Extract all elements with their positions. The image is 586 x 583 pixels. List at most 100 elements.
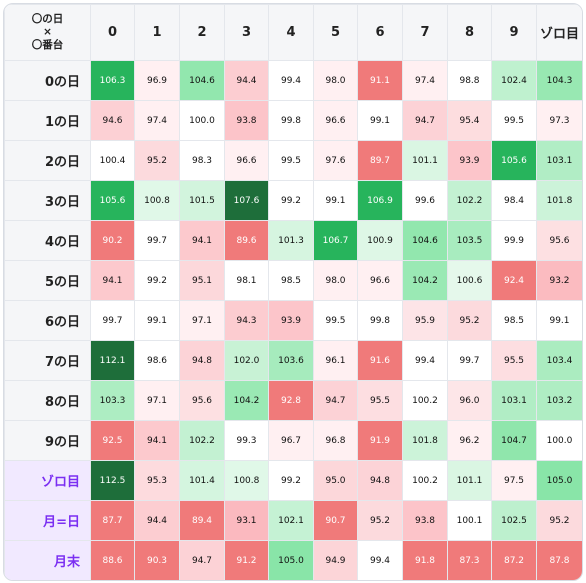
table-cell[interactable]: 96.1 xyxy=(313,340,358,381)
table-cell[interactable]: 91.8 xyxy=(402,540,448,580)
table-cell[interactable]: 96.9 xyxy=(134,60,180,101)
table-cell[interactable]: 99.1 xyxy=(357,100,403,141)
table-cell[interactable]: 100.8 xyxy=(134,180,180,221)
table-cell[interactable]: 96.2 xyxy=(447,420,492,461)
table-cell[interactable]: 99.5 xyxy=(268,140,314,181)
table-cell[interactable]: 112.1 xyxy=(90,340,135,381)
table-cell[interactable]: 102.4 xyxy=(491,60,537,101)
table-cell[interactable]: 100.6 xyxy=(447,260,492,301)
table-cell[interactable]: 95.2 xyxy=(536,500,582,541)
table-cell[interactable]: 95.2 xyxy=(357,500,403,541)
table-cell[interactable]: 100.0 xyxy=(536,420,582,461)
table-cell[interactable]: 94.4 xyxy=(224,60,269,101)
table-cell[interactable]: 94.1 xyxy=(179,220,225,261)
table-cell[interactable]: 98.3 xyxy=(179,140,225,181)
table-cell[interactable]: 98.0 xyxy=(313,260,358,301)
table-cell[interactable]: 93.8 xyxy=(224,100,269,141)
table-cell[interactable]: 101.8 xyxy=(536,180,582,221)
table-cell[interactable]: 93.1 xyxy=(224,500,269,541)
table-cell[interactable]: 99.2 xyxy=(268,180,314,221)
table-cell[interactable]: 97.5 xyxy=(491,460,537,501)
table-cell[interactable]: 99.4 xyxy=(402,340,448,381)
table-cell[interactable]: 105.6 xyxy=(491,140,537,181)
table-cell[interactable]: 104.2 xyxy=(224,380,269,421)
table-cell[interactable]: 104.6 xyxy=(179,60,225,101)
table-cell[interactable]: 97.4 xyxy=(402,60,448,101)
table-cell[interactable]: 98.8 xyxy=(447,60,492,101)
table-cell[interactable]: 95.0 xyxy=(313,460,358,501)
table-cell[interactable]: 96.7 xyxy=(268,420,314,461)
table-cell[interactable]: 104.7 xyxy=(491,420,537,461)
table-cell[interactable]: 103.6 xyxy=(268,340,314,381)
table-cell[interactable]: 100.4 xyxy=(90,140,135,181)
table-cell[interactable]: 95.6 xyxy=(179,380,225,421)
table-cell[interactable]: 103.2 xyxy=(536,380,582,421)
table-cell[interactable]: 104.6 xyxy=(402,220,448,261)
table-cell[interactable]: 94.8 xyxy=(357,460,403,501)
table-cell[interactable]: 94.6 xyxy=(90,100,135,141)
table-cell[interactable]: 103.4 xyxy=(536,340,582,381)
table-cell[interactable]: 91.1 xyxy=(357,60,403,101)
table-cell[interactable]: 98.0 xyxy=(313,60,358,101)
table-cell[interactable]: 103.1 xyxy=(491,380,537,421)
table-cell[interactable]: 92.8 xyxy=(268,380,314,421)
table-cell[interactable]: 94.1 xyxy=(134,420,180,461)
table-cell[interactable]: 99.7 xyxy=(90,300,135,341)
table-cell[interactable]: 102.5 xyxy=(491,500,537,541)
table-cell[interactable]: 90.2 xyxy=(90,220,135,261)
table-cell[interactable]: 90.3 xyxy=(134,540,180,580)
table-cell[interactable]: 96.6 xyxy=(357,260,403,301)
table-cell[interactable]: 99.5 xyxy=(313,300,358,341)
table-cell[interactable]: 107.6 xyxy=(224,180,269,221)
table-cell[interactable]: 97.1 xyxy=(179,300,225,341)
table-cell[interactable]: 97.1 xyxy=(134,380,180,421)
table-cell[interactable]: 95.1 xyxy=(179,260,225,301)
table-cell[interactable]: 100.0 xyxy=(179,100,225,141)
table-cell[interactable]: 99.3 xyxy=(224,420,269,461)
table-cell[interactable]: 95.4 xyxy=(447,100,492,141)
table-cell[interactable]: 90.7 xyxy=(313,500,358,541)
table-cell[interactable]: 89.6 xyxy=(224,220,269,261)
table-cell[interactable]: 104.3 xyxy=(536,60,582,101)
table-cell[interactable]: 95.2 xyxy=(134,140,180,181)
table-cell[interactable]: 105.0 xyxy=(536,460,582,501)
table-cell[interactable]: 87.3 xyxy=(447,540,492,580)
table-cell[interactable]: 92.5 xyxy=(90,420,135,461)
table-cell[interactable]: 101.8 xyxy=(402,420,448,461)
table-cell[interactable]: 94.9 xyxy=(313,540,358,580)
table-cell[interactable]: 102.0 xyxy=(224,340,269,381)
table-cell[interactable]: 99.5 xyxy=(491,100,537,141)
table-cell[interactable]: 95.6 xyxy=(536,220,582,261)
table-cell[interactable]: 93.2 xyxy=(536,260,582,301)
table-cell[interactable]: 87.8 xyxy=(536,540,582,580)
table-cell[interactable]: 99.7 xyxy=(134,220,180,261)
table-cell[interactable]: 101.4 xyxy=(179,460,225,501)
table-cell[interactable]: 105.0 xyxy=(268,540,314,580)
table-cell[interactable]: 103.5 xyxy=(447,220,492,261)
table-cell[interactable]: 104.2 xyxy=(402,260,448,301)
table-cell[interactable]: 96.0 xyxy=(447,380,492,421)
table-cell[interactable]: 94.1 xyxy=(90,260,135,301)
table-cell[interactable]: 91.6 xyxy=(357,340,403,381)
table-cell[interactable]: 95.5 xyxy=(491,340,537,381)
table-cell[interactable]: 101.5 xyxy=(179,180,225,221)
table-cell[interactable]: 100.9 xyxy=(357,220,403,261)
table-cell[interactable]: 97.4 xyxy=(134,100,180,141)
table-cell[interactable]: 95.2 xyxy=(447,300,492,341)
table-cell[interactable]: 100.2 xyxy=(402,460,448,501)
table-cell[interactable]: 97.6 xyxy=(313,140,358,181)
table-cell[interactable]: 100.2 xyxy=(402,380,448,421)
table-cell[interactable]: 99.2 xyxy=(134,260,180,301)
table-cell[interactable]: 87.7 xyxy=(90,500,135,541)
table-cell[interactable]: 95.9 xyxy=(402,300,448,341)
table-cell[interactable]: 91.2 xyxy=(224,540,269,580)
table-cell[interactable]: 101.1 xyxy=(447,460,492,501)
table-cell[interactable]: 100.1 xyxy=(447,500,492,541)
table-cell[interactable]: 100.8 xyxy=(224,460,269,501)
table-cell[interactable]: 89.7 xyxy=(357,140,403,181)
table-cell[interactable]: 95.5 xyxy=(357,380,403,421)
table-cell[interactable]: 96.6 xyxy=(313,100,358,141)
table-cell[interactable]: 98.4 xyxy=(491,180,537,221)
table-cell[interactable]: 102.1 xyxy=(268,500,314,541)
table-cell[interactable]: 96.8 xyxy=(313,420,358,461)
